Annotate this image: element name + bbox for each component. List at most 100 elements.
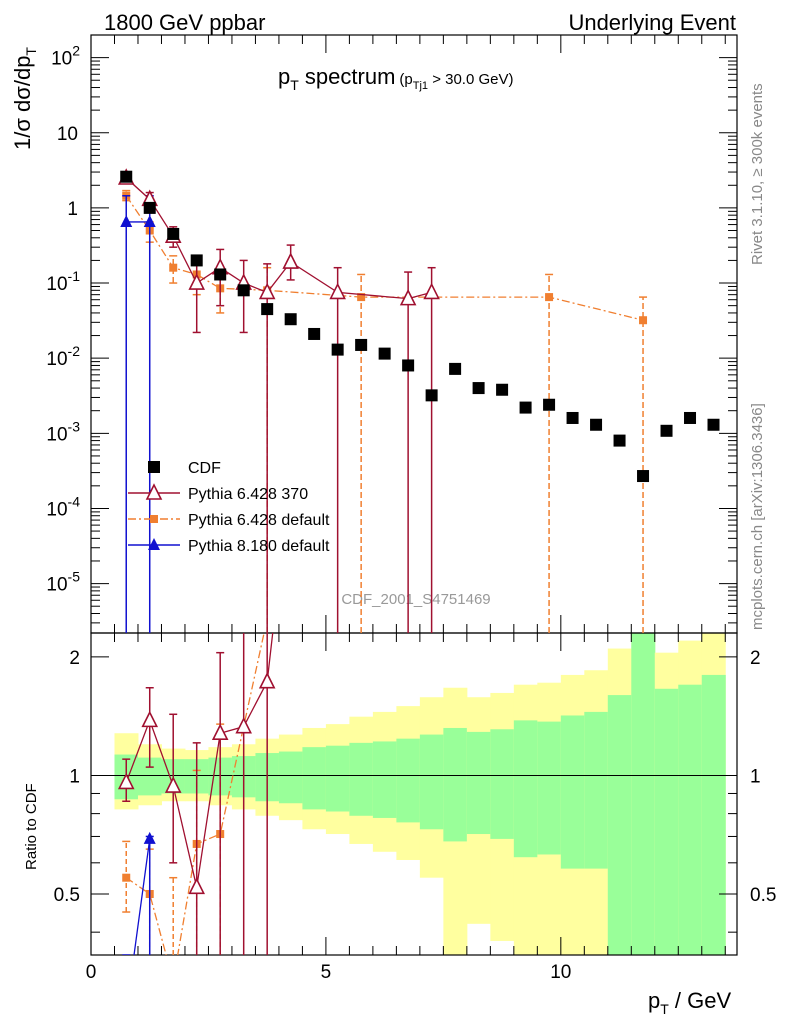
data-point	[214, 268, 227, 281]
data-point	[150, 515, 158, 523]
ratio-y-tick-label: 1	[69, 766, 80, 787]
data-point	[261, 303, 274, 316]
band-green	[349, 742, 374, 816]
data-point	[566, 411, 579, 424]
data-point	[519, 401, 532, 414]
data-point	[258, 282, 276, 300]
band-green	[584, 711, 609, 869]
legend-item: Pythia 6.428 370	[128, 483, 308, 503]
y-axis-label: 1/σ dσ/dpT	[10, 47, 39, 150]
analysis-watermark: CDF_2001_S4751469	[341, 591, 490, 608]
series-pythia-6-428-370	[117, 168, 440, 633]
x-axis-label: pT / GeV	[648, 988, 731, 1017]
y-tick-label: 10-1	[46, 268, 80, 295]
ratio-bands	[91, 633, 737, 955]
data-point	[357, 293, 366, 302]
band-green	[396, 738, 421, 823]
band-green	[419, 734, 444, 830]
data-point	[660, 424, 673, 437]
y-tick-label: 10-5	[46, 569, 80, 596]
data-point	[472, 382, 485, 395]
data-point	[120, 170, 133, 183]
data-point	[329, 282, 346, 300]
data-point	[237, 284, 250, 297]
ratio-y-tick-label-right: 2	[750, 648, 761, 669]
data-point	[282, 252, 299, 269]
data-point	[143, 214, 156, 227]
legend-label: CDF	[188, 460, 221, 477]
series-pythia-8-180-default	[120, 195, 156, 633]
data-point	[639, 316, 648, 325]
data-point	[684, 411, 697, 424]
legend: CDF Pythia 6.428 370 Pythia 6.428 default P…	[128, 460, 330, 555]
ratio-axis-label: Ratio to CDF	[23, 783, 40, 870]
band-green	[513, 720, 538, 858]
ratio-y-tick-label: 2	[69, 648, 80, 669]
data-point	[308, 327, 321, 340]
data-point	[188, 877, 206, 895]
legend-item: Pythia 8.180 default	[128, 538, 330, 555]
y-tick-label: 1	[67, 199, 78, 220]
data-point	[423, 282, 440, 300]
legend-item: Pythia 6.428 default	[128, 512, 330, 529]
data-point	[120, 214, 133, 227]
legend-label: Pythia 6.428 370	[188, 486, 308, 503]
data-point	[545, 293, 554, 302]
mcplots-label: mcplots.cern.ch [arXiv:1306.3436]	[749, 403, 766, 630]
data-point	[402, 359, 415, 372]
y-tick-label: 10-3	[46, 418, 80, 445]
band-green	[678, 684, 703, 955]
data-point	[164, 776, 182, 793]
band-green	[372, 741, 397, 818]
data-point	[355, 338, 368, 351]
data-point	[425, 389, 438, 402]
data-point	[235, 716, 252, 734]
plot-title: pT spectrum (pTj1 > 30.0 GeV)	[278, 64, 514, 93]
ratio-panel-frame	[90, 632, 738, 956]
band-green	[490, 729, 515, 839]
x-tick-label: 10	[550, 962, 571, 983]
y-tick-label: 10-2	[46, 343, 80, 370]
header-right: Underlying Event	[568, 10, 736, 35]
data-point	[141, 710, 159, 728]
band-green	[560, 715, 585, 869]
ratio-y-tick-label: 0.5	[54, 885, 80, 906]
band-green	[302, 747, 327, 810]
series-cdf	[120, 170, 720, 483]
data-point	[637, 470, 650, 483]
series-line	[125, 195, 644, 321]
band-green	[325, 745, 350, 812]
band-green	[607, 695, 632, 955]
rivet-label: Rivet 3.1.10, ≥ 300k events	[749, 83, 766, 265]
data-point	[707, 418, 720, 431]
band-green	[537, 721, 562, 855]
x-tick-label: 0	[86, 962, 97, 983]
band-green	[443, 727, 468, 842]
data-point	[148, 461, 160, 473]
ratio-plot-area	[117, 633, 276, 955]
data-point	[117, 772, 135, 790]
data-point	[148, 538, 160, 550]
data-point	[188, 273, 206, 290]
data-point	[145, 483, 163, 500]
data-point	[122, 873, 131, 882]
y-tick-label: 10	[57, 124, 78, 145]
band-green	[278, 751, 303, 804]
ratio-series	[117, 633, 276, 955]
data-point	[378, 347, 391, 360]
header-left: 1800 GeV ppbar	[104, 10, 265, 35]
data-point	[190, 254, 203, 267]
data-point	[331, 343, 344, 356]
data-point	[590, 418, 603, 431]
band-green	[631, 633, 656, 955]
data-point	[167, 227, 180, 240]
band-green	[137, 757, 162, 796]
data-point	[543, 398, 556, 411]
data-point	[613, 434, 626, 447]
ratio-y-tick-label-right: 0.5	[750, 885, 776, 906]
legend-item: CDF	[148, 460, 221, 477]
data-point	[449, 362, 462, 375]
x-tick-label: 5	[321, 962, 332, 983]
ratio-pythia-8-180-default	[122, 831, 156, 955]
